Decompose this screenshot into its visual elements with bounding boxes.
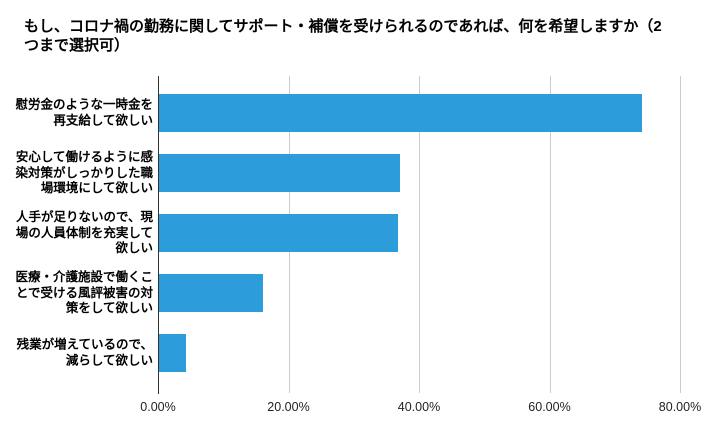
x-tick-label: 60.00%	[528, 400, 571, 414]
bar	[159, 274, 263, 312]
gridline-80	[680, 76, 681, 393]
category-label: 慰労金のような一時金を再支給して欲しい	[15, 97, 153, 128]
gridline-60	[549, 76, 551, 393]
bar	[159, 94, 642, 132]
category-label: 安心して働けるように感染対策がしっかりした職場環境にして欲しい	[15, 149, 153, 195]
y-axis-baseline	[158, 76, 159, 394]
bar	[159, 214, 398, 252]
x-tick-label: 0.00%	[140, 400, 176, 414]
category-label: 残業が増えているので、減らして欲しい	[16, 337, 153, 368]
x-tick-label: 80.00%	[658, 400, 701, 414]
bar	[159, 334, 186, 372]
gridline-40	[419, 76, 420, 393]
x-tick-label: 40.00%	[397, 400, 441, 414]
x-tick-label: 20.00%	[267, 400, 310, 414]
chart-title: もし、コロナ禍の勤務に関してサポート・補償を受けられるのであれば、何を希望します…	[24, 18, 662, 54]
category-label: 医療・介護施設で働くことで受ける風評被害の対策をして欲しい	[15, 269, 153, 315]
bar	[159, 154, 400, 192]
category-label: 人手が足りないので、現場の人員体制を充実して欲しい	[15, 209, 153, 255]
